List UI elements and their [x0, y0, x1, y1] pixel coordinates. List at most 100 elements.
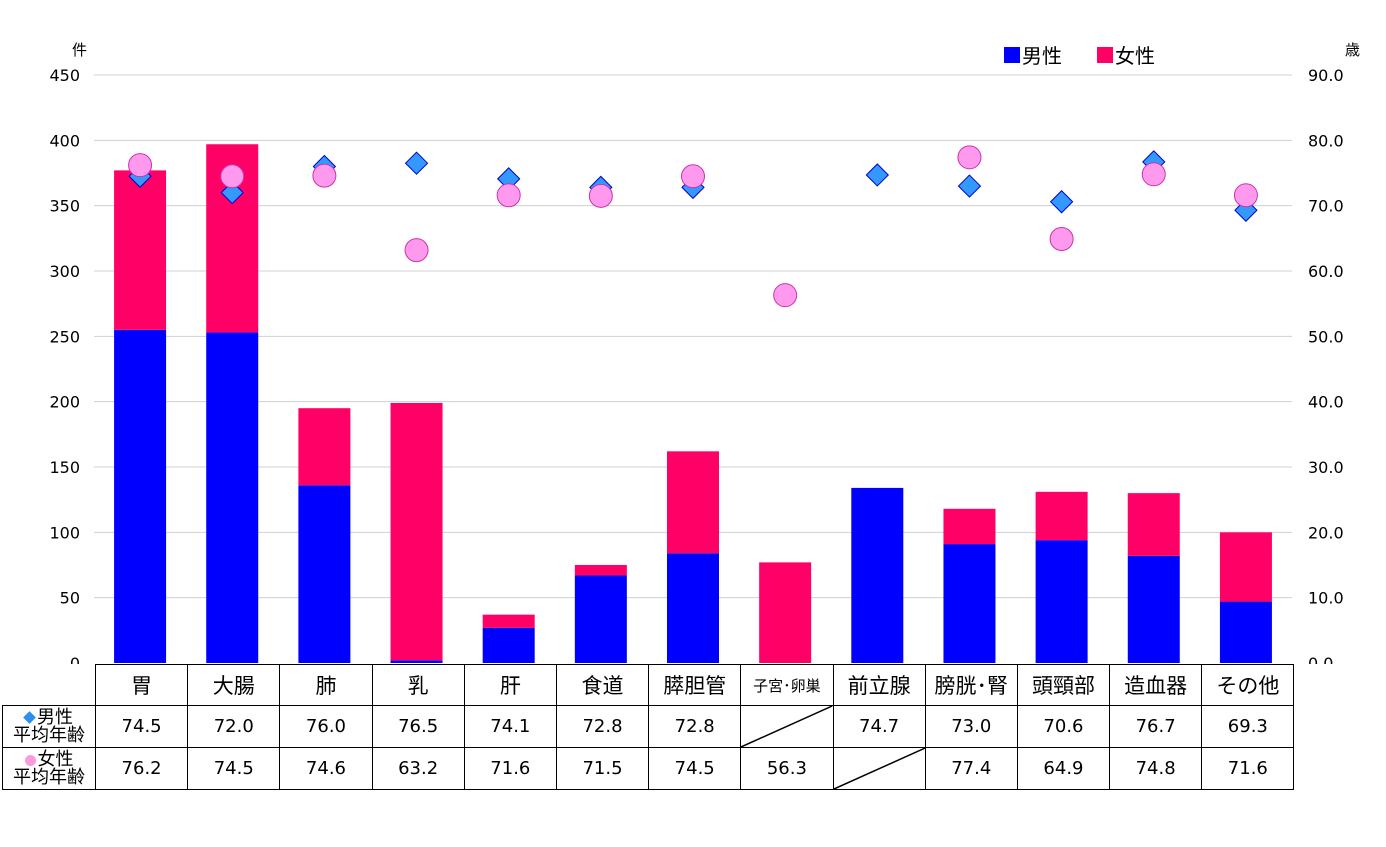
category-label: 造血器: [1109, 664, 1203, 706]
bar: [851, 487, 904, 663]
female-age-value: 63.2: [371, 747, 465, 790]
bar: [667, 553, 719, 663]
left-tick-label: 250: [49, 327, 80, 346]
left-tick-label: 450: [49, 66, 80, 85]
male-age-value: 74.7: [832, 705, 926, 748]
empty-cell: [740, 705, 834, 748]
bar: [1127, 555, 1180, 663]
bar: [943, 544, 996, 663]
female-age-label: 女性 平均年齢: [2, 747, 96, 790]
category-label: 食道: [555, 664, 650, 706]
male-age-point: [1049, 190, 1074, 214]
male-age-point: [220, 180, 244, 205]
female-age-point: [681, 164, 705, 189]
left-axis-ticks: 0 50 100 150 200 250 300 350 400 450: [49, 66, 80, 664]
bar: [482, 614, 535, 628]
female-age-point: [588, 183, 613, 208]
category-label: 大腸: [187, 664, 281, 706]
bar: [1035, 540, 1088, 663]
stacked-bar-chart: 0 50 100 150 200 250 300 350 400 450 0.0 10.0 20.0 3…: [49, 41, 1360, 664]
bar: [574, 575, 627, 663]
female-age-point: [1049, 226, 1074, 251]
category-label: 子宮･卵巣: [740, 664, 834, 706]
female-age-point: [220, 164, 245, 189]
right-axis-ticks: 0.0 10.0 20.0 30.0 40.0 50.0 60.0 70.0 80.0 90.0: [1308, 66, 1344, 664]
female-age-point: [128, 153, 153, 178]
age-table: 胃大腸肺乳肝食道 膵胆管 子宮･卵巣 前立腺 膀胱･腎 頭頸部 造血器 その他 男性 平均年齢…: [2, 664, 1295, 790]
female-age-point: [404, 238, 429, 263]
bar: [1219, 601, 1272, 663]
male-age-point: [865, 163, 890, 187]
legend-swatch: [1004, 47, 1020, 63]
category-label: 乳: [371, 664, 465, 706]
table-corner: [2, 664, 96, 706]
legend-label: 男性: [1022, 44, 1062, 68]
bar: [759, 562, 812, 663]
female-age-value: 56.3: [740, 747, 834, 790]
circle-icon: [24, 754, 36, 766]
diagonal-line: [834, 748, 925, 789]
female-age-value: 64.9: [1016, 747, 1111, 790]
right-tick-label: 10.0: [1308, 589, 1344, 608]
bar: [1035, 491, 1088, 541]
left-tick-label: 150: [49, 458, 80, 477]
bar: [298, 408, 351, 486]
right-tick-label: 40.0: [1308, 393, 1344, 412]
bar: [667, 451, 719, 554]
empty-cell: [832, 747, 926, 790]
category-label: 膵胆管: [648, 664, 742, 706]
bar: [114, 170, 167, 330]
category-label: 肺: [279, 664, 373, 706]
bar: [1219, 532, 1272, 602]
female-age-value: 71.5: [555, 747, 650, 790]
female-age-value: 77.4: [924, 747, 1018, 790]
male-age-value: 72.8: [648, 705, 742, 748]
male-age-value: 76.7: [1109, 705, 1203, 748]
right-tick-label: 80.0: [1308, 131, 1344, 150]
male-age-point: [404, 151, 429, 175]
right-tick-label: 70.0: [1308, 197, 1344, 216]
male-age-value: 72.8: [555, 705, 650, 748]
legend-label: 女性: [1115, 44, 1155, 68]
left-tick-label: 300: [49, 262, 80, 281]
male-age-label: 男性 平均年齢: [2, 705, 96, 748]
female-age-point: [1141, 162, 1166, 187]
right-tick-label: 20.0: [1308, 523, 1344, 542]
bar: [943, 508, 996, 545]
right-tick-label: 0.0: [1308, 654, 1333, 664]
male-age-point: [957, 174, 982, 198]
female-age-point: [957, 145, 982, 170]
female-age-point: [773, 283, 798, 308]
male-age-value: 76.5: [371, 705, 465, 748]
bar: [1127, 493, 1180, 556]
female-age-point: [496, 183, 521, 208]
diagonal-line: [741, 706, 832, 747]
male-age-value: 74.1: [463, 705, 557, 748]
male-age-value: 73.0: [924, 705, 1018, 748]
right-tick-label: 30.0: [1308, 458, 1344, 477]
left-axis-unit: 件: [72, 41, 87, 59]
female-age-row: 女性 平均年齢 76.2 74.5 74.6 63.2 71.6 71.5 74.5 56.3…: [2, 747, 1295, 790]
category-row: 胃大腸肺乳肝食道 膵胆管 子宮･卵巣 前立腺 膀胱･腎 頭頸部 造血器 その他: [2, 664, 1295, 706]
female-age-value: 74.6: [279, 747, 373, 790]
bar: [206, 332, 259, 663]
male-age-value: 69.3: [1201, 705, 1295, 748]
right-tick-label: 90.0: [1308, 66, 1344, 85]
male-age-value: 74.5: [94, 705, 189, 748]
female-age-value: 76.2: [94, 747, 189, 790]
right-tick-label: 60.0: [1308, 262, 1344, 281]
female-age-value: 74.5: [187, 747, 281, 790]
left-tick-label: 350: [49, 197, 80, 216]
female-age-value: 74.8: [1109, 747, 1203, 790]
male-age-value: 76.0: [279, 705, 373, 748]
female-age-point: [1233, 183, 1258, 208]
gridlines: [94, 74, 1292, 599]
diamond-icon: [23, 710, 36, 724]
legend-swatch: [1097, 47, 1113, 63]
left-tick-label: 400: [49, 131, 80, 150]
category-label: 肝: [463, 664, 557, 706]
category-label: 膀胱･腎: [924, 664, 1018, 706]
bars: [114, 144, 1272, 663]
bar: [114, 329, 167, 663]
bar: [298, 485, 351, 663]
